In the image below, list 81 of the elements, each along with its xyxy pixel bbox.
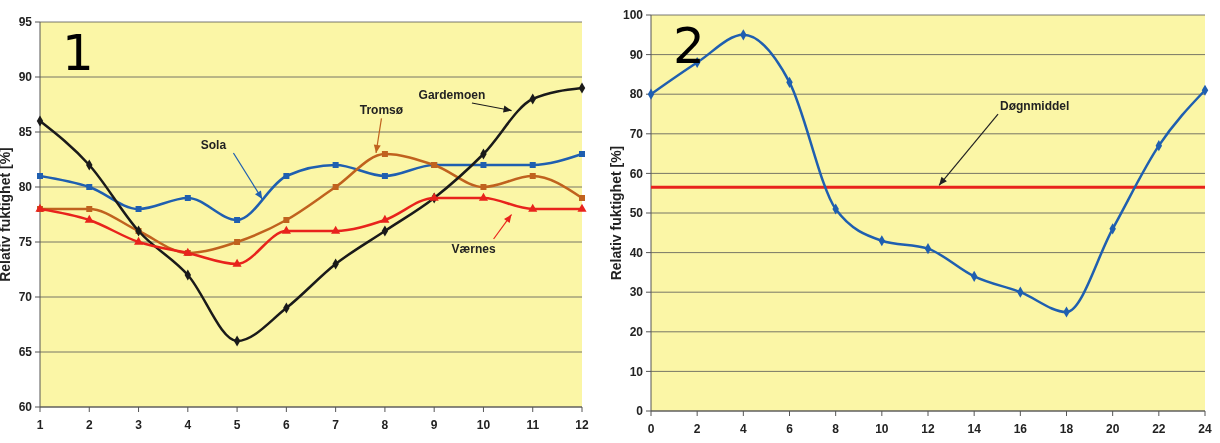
point [528,203,538,212]
point [529,162,536,168]
point [478,192,489,201]
x-tick-label: 14 [967,422,982,436]
point [577,203,587,212]
y-tick-label: 90 [629,47,644,62]
x-tick-label: 12 [575,418,589,432]
y-tick-label: 75 [18,235,33,250]
x-tick-label: 4 [739,422,747,436]
y-tick-label: 0 [636,404,644,419]
point [234,239,241,245]
annotation: 2 [673,17,705,75]
point [86,184,93,190]
y-tick-label: 65 [18,345,33,360]
y-tick-label: 90 [18,70,33,85]
y-tick-label: 80 [18,180,33,195]
y-tick-label: 30 [629,285,644,300]
x-tick-label: 18 [1059,422,1074,436]
x-tick-label: 6 [786,422,794,436]
text: Gardemoen [418,88,486,102]
x-tick-label: 8 [381,418,389,432]
x-tick-label: 8 [832,422,840,436]
y-tick-label: 60 [629,166,644,181]
x-tick-label: 2 [85,418,93,432]
point [283,217,290,223]
point [381,173,388,179]
point [332,162,339,168]
point [234,217,241,223]
point [381,151,388,157]
text: Tromsø [359,103,404,118]
x-tick-label: 0 [647,422,655,436]
point [480,162,487,168]
point [86,206,93,212]
x-tick-label: 10 [875,422,889,436]
legend-label: Værnes [451,242,496,256]
point [480,184,487,190]
y-tick-label: 100 [622,8,644,23]
y-tick-label: 70 [18,290,33,305]
y-tick-label: 20 [629,325,644,339]
point [579,151,585,157]
point [332,184,339,190]
point [184,195,191,201]
x-tick-label: 11 [526,418,540,432]
point [133,236,144,245]
annotation: 1 [62,24,94,82]
point [84,214,94,223]
text: Sola [200,138,227,153]
x-tick-label: 24 [1198,422,1212,436]
y-tick-label: 10 [629,364,644,379]
y-tick-label: 80 [629,87,644,102]
ref-line-label: Døgnmiddel [1000,99,1070,114]
point [529,173,536,179]
x-tick-label: 22 [1152,422,1166,436]
x-tick-label: 9 [430,418,438,432]
x-tick-label: 16 [1013,422,1028,436]
x-tick-label: 6 [283,418,291,432]
y-tick-label: 60 [18,400,33,415]
x-tick-label: 2 [693,422,701,436]
point [283,173,290,179]
x-tick-label: 3 [135,418,143,432]
point [380,214,390,223]
x-tick-label: 12 [921,422,935,436]
point [232,258,242,267]
point [579,195,585,201]
point [135,206,142,212]
y-tick-label: 95 [18,15,33,30]
x-tick-label: 4 [184,418,192,432]
y-tick-label: 50 [629,206,644,221]
x-tick-label: 10 [476,418,491,432]
y-tick-label: 70 [629,127,644,141]
x-tick-label: 7 [332,418,340,432]
x-tick-label: 5 [233,418,241,432]
point [281,225,291,234]
y-axis-title: Relativ fuktighet [%] [0,147,13,282]
y-tick-label: 40 [629,245,644,260]
point [331,225,341,234]
x-tick-label: 20 [1105,422,1120,436]
y-tick-label: 85 [18,125,33,140]
point [37,173,43,179]
y-axis-title: Relativ fuktighet [%] [608,145,624,281]
x-tick-label: 1 [36,418,44,432]
